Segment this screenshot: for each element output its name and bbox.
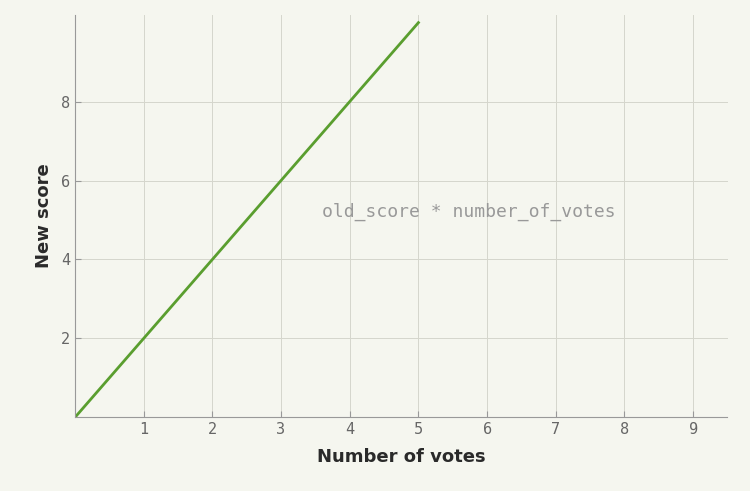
Text: old_score * number_of_votes: old_score * number_of_votes (322, 203, 616, 221)
Y-axis label: New score: New score (34, 164, 53, 269)
X-axis label: Number of votes: Number of votes (317, 448, 485, 466)
